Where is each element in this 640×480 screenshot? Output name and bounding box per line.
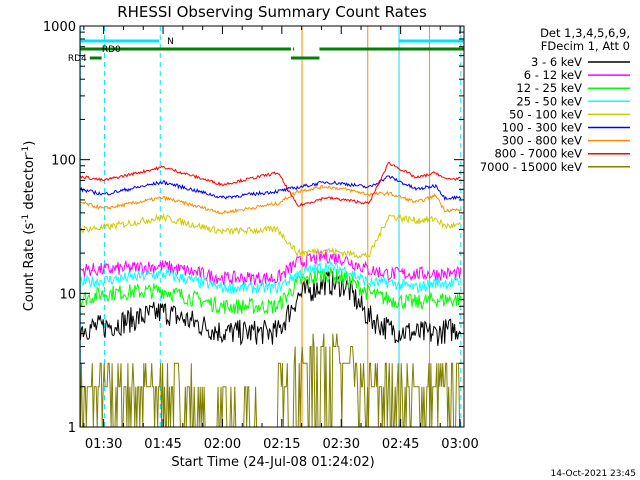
series-line [79, 212, 462, 259]
legend-header: Det 1,3,4,5,6,9, [540, 26, 630, 40]
y-axis-label-sup1: -1 [21, 214, 31, 223]
legend-header: FDecim 1, Att 0 [541, 39, 630, 53]
y-axis-label-sup2: -1 [21, 146, 31, 155]
x-tick-label: 02:45 [382, 437, 419, 452]
chart-title: RHESSI Observing Summary Count Rates [117, 3, 427, 21]
legend-entry-label: 300 - 800 keV [502, 134, 582, 148]
x-tick-label: 02:15 [263, 437, 300, 452]
flag-bars: N RD0 RD4 [68, 37, 464, 64]
x-tick-label: 01:30 [85, 437, 122, 452]
series-line [80, 184, 462, 215]
timestamp-label: 14-Oct-2021 23:45 [551, 469, 636, 479]
y-axis-label-main: Count Rate (s [22, 223, 37, 312]
series-line [79, 161, 461, 207]
x-tick-label: 01:45 [144, 437, 181, 452]
legend: Det 1,3,4,5,6,9,FDecim 1, Att 0 3 - 6 keV… [480, 26, 630, 174]
y-axis-label-mid: detector [22, 154, 37, 214]
y-tick-label: 100 [51, 154, 76, 169]
x-axis-ticks: 01:30 01:45 02:00 02:15 02:30 02:45 03:00 [83, 26, 479, 452]
y-axis-label: Count Rate (s-1 detector-1) [21, 141, 37, 312]
y-tick-label: 10 [59, 287, 76, 302]
flag-label: RD0 [102, 45, 121, 55]
plot-frame [79, 25, 465, 428]
series-line [79, 270, 461, 346]
legend-entry-label: 25 - 50 keV [516, 94, 582, 108]
legend-entry-label: 50 - 100 keV [509, 107, 582, 121]
legend-entry-label: 100 - 300 keV [502, 121, 582, 135]
legend-entry-label: 7000 - 15000 keV [480, 160, 582, 174]
x-tick-label: 03:00 [441, 437, 478, 452]
x-tick-label: 02:30 [323, 437, 360, 452]
x-axis-label: Start Time (24-Jul-08 01:24:02) [171, 455, 374, 470]
flag-label: N [167, 37, 174, 47]
series-line [80, 249, 462, 287]
y-tick-label: 1 [68, 421, 76, 436]
series-line [79, 175, 462, 201]
legend-entry-label: 12 - 25 keV [516, 81, 582, 95]
legend-entry-label: 800 - 7000 keV [494, 147, 582, 161]
y-tick-label: 1000 [43, 20, 76, 35]
legend-entry-label: 3 - 6 keV [531, 55, 582, 69]
y-axis-ticks: 1 10 100 1000 [43, 20, 464, 436]
y-axis-label-end: ) [22, 141, 37, 146]
series-line [79, 267, 462, 315]
series-line [79, 260, 461, 295]
x-tick-label: 02:00 [204, 437, 241, 452]
flag-label: RD4 [68, 54, 87, 64]
series-lines [79, 161, 462, 428]
legend-entry-label: 6 - 12 keV [524, 68, 582, 82]
